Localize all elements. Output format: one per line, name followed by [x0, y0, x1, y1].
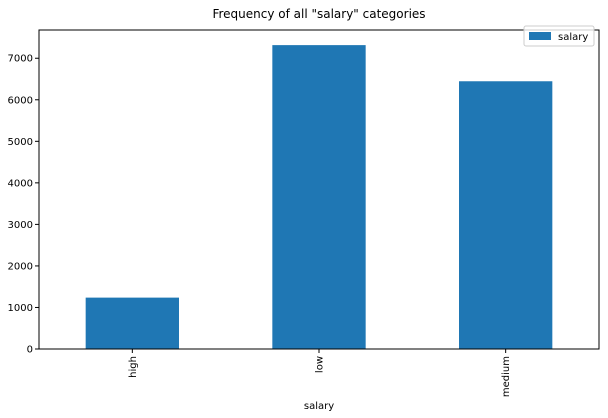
y-tick-label: 0 — [27, 345, 33, 356]
bar-medium — [459, 81, 553, 350]
legend-swatch — [529, 32, 551, 40]
chart-title: Frequency of all "salary" categories — [212, 7, 425, 21]
y-tick-label: 3000 — [8, 220, 33, 231]
x-tick-label: high — [128, 356, 139, 378]
plot-area — [85, 45, 553, 350]
y-tick-label: 5000 — [8, 137, 33, 148]
x-tick-label: medium — [501, 356, 512, 397]
legend-box — [523, 25, 595, 47]
y-tick-label: 4000 — [8, 178, 33, 189]
y-axis: 0 1000 2000 3000 4000 5000 6000 7000 — [8, 54, 39, 356]
y-tick-label: 2000 — [8, 261, 33, 272]
bar-low — [272, 45, 366, 350]
y-tick-label: 6000 — [8, 95, 33, 106]
y-tick-label: 1000 — [8, 303, 33, 314]
legend: salary — [523, 25, 595, 47]
x-axis-title: salary — [304, 401, 334, 412]
bar-high — [85, 297, 179, 349]
y-tick-label: 7000 — [8, 54, 33, 65]
legend-label: salary — [558, 32, 588, 43]
x-axis: high low medium — [128, 349, 512, 397]
x-tick-label: low — [315, 356, 326, 373]
